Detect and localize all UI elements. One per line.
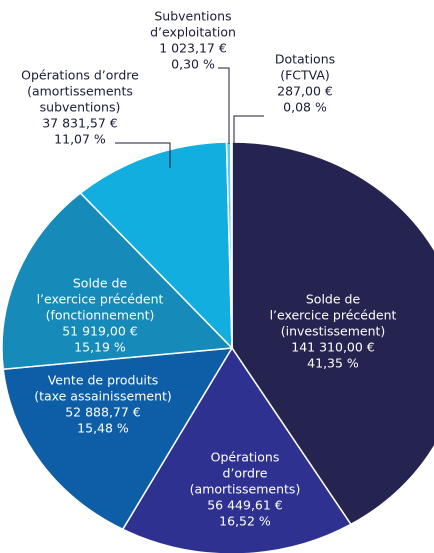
slice-label: (taxe assainissement) xyxy=(34,389,172,404)
value-label: 0,08 % xyxy=(283,100,327,115)
amount-label: 1 023,17 € xyxy=(159,41,227,56)
leader-line xyxy=(218,67,230,144)
value-label: 16,52 % xyxy=(219,514,271,529)
slice xyxy=(79,141,233,350)
slice-label: d’ordre xyxy=(223,466,268,481)
slice xyxy=(2,347,234,531)
amount-label: 37 831,57 € xyxy=(42,116,118,131)
slice-label: Solde de xyxy=(73,276,128,291)
slice-label: (fonctionnement) xyxy=(46,308,155,323)
slice-label: (amortissements) xyxy=(190,482,301,497)
value-label: 15,19 % xyxy=(74,340,126,355)
value-label: 41,35 % xyxy=(307,356,359,371)
slice-label: l’exercice précédent xyxy=(270,308,397,323)
slice-label: Solde de xyxy=(306,292,361,307)
slice xyxy=(1,192,234,371)
value-label: 0,30 % xyxy=(171,57,215,72)
slice-label: (amortissements xyxy=(27,84,133,99)
slice-label: d’exploitation xyxy=(150,25,236,40)
slice-label: Opérations d’ordre xyxy=(21,68,139,83)
amount-label: 287,00 € xyxy=(277,84,333,99)
leader-line xyxy=(115,142,171,168)
amount-label: 52 888,77 € xyxy=(65,405,141,420)
amount-label: 51 919,00 € xyxy=(62,324,138,339)
slice-label: Opérations xyxy=(211,450,280,465)
amount-label: 56 449,61 € xyxy=(207,498,283,513)
slice xyxy=(121,346,352,553)
slice-label: (investissement) xyxy=(281,324,386,339)
value-label: 15,48 % xyxy=(77,421,129,436)
slice-label: (FCTVA) xyxy=(280,68,330,83)
slice-label: Dotations xyxy=(275,52,335,67)
slice-label: subventions) xyxy=(40,100,121,115)
slice-label: Vente de produits xyxy=(48,373,159,388)
slice xyxy=(230,141,233,349)
amount-label: 141 310,00 € xyxy=(291,340,375,355)
slice xyxy=(231,141,434,526)
slice-label: Subventions xyxy=(154,9,231,24)
slice-label: l’exercice précédent xyxy=(37,292,164,307)
labels: Solde del’exercice précédent(investissem… xyxy=(21,9,396,529)
value-label: 11,07 % xyxy=(54,132,106,147)
leader-line xyxy=(233,115,264,144)
